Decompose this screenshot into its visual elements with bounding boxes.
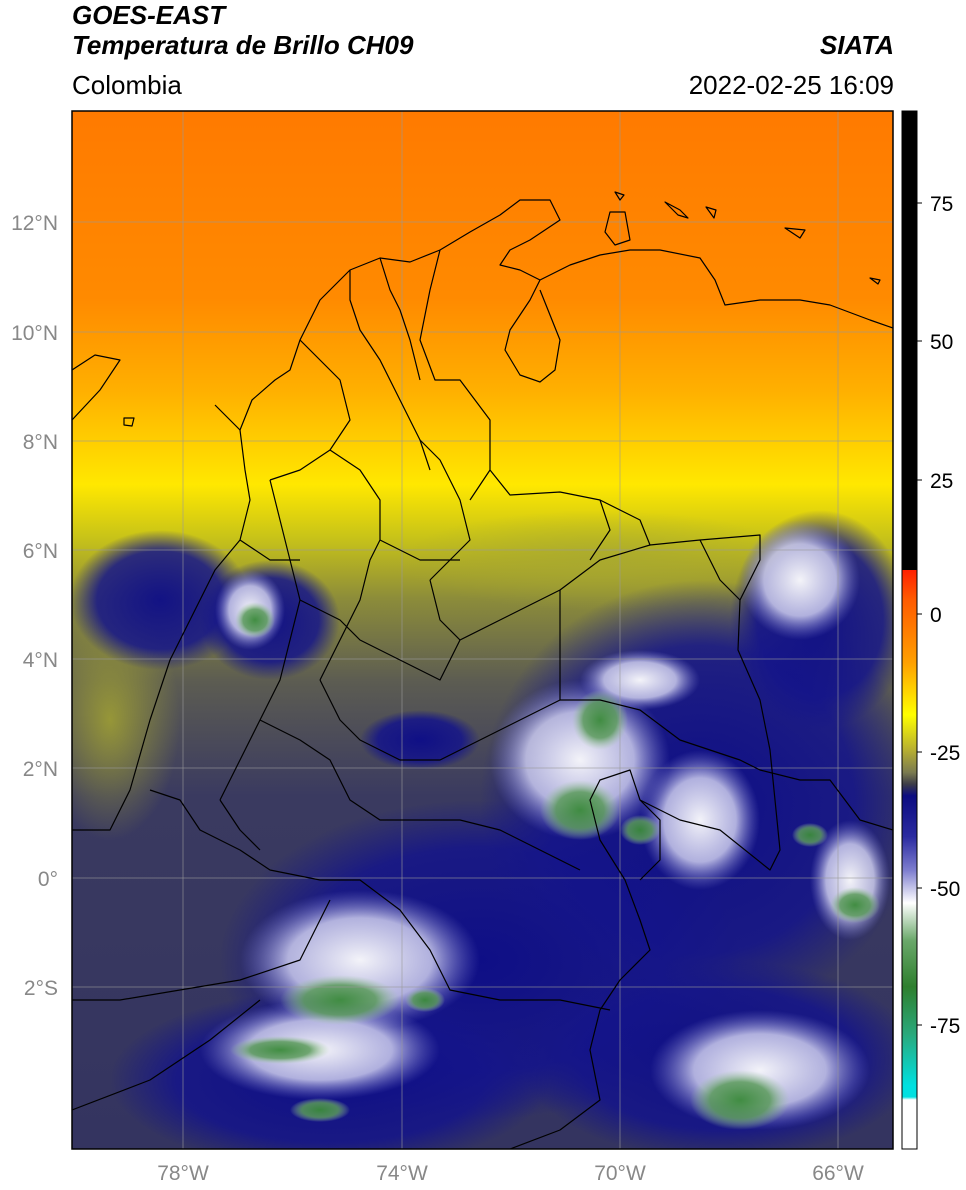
lon-tick-label: 74°W <box>376 1162 428 1185</box>
satellite-title: GOES-EAST <box>72 0 226 30</box>
colorbar-tick-label: 0 <box>930 604 942 627</box>
product-title: Temperatura de Brillo CH09 <box>72 30 414 60</box>
colorbar: 75 50 25 0 -25 -50 -75 <box>901 110 960 1150</box>
lat-tick-label: 4°N <box>23 649 58 672</box>
colorbar-black-segment <box>902 111 917 570</box>
latitude-axis: 12°N 10°N 8°N 6°N 4°N 2°N 0° 2°S <box>11 212 58 1000</box>
colorbar-tick-label: 75 <box>930 193 953 216</box>
lat-tick-label: 8°N <box>23 431 58 454</box>
lon-tick-label: 70°W <box>594 1162 646 1185</box>
lat-tick-label: 12°N <box>11 212 58 235</box>
lon-tick-label: 66°W <box>812 1162 864 1185</box>
colorbar-tick-label: -75 <box>930 1015 960 1038</box>
political-boundaries <box>72 191 893 1149</box>
colorbar-tick-label: -25 <box>930 742 960 765</box>
datetime-label: 2022-02-25 16:09 <box>688 70 894 100</box>
colorbar-gradient <box>902 570 917 1149</box>
lat-tick-label: 0° <box>38 868 58 891</box>
lat-tick-label: 2°N <box>23 758 58 781</box>
colorbar-tick-label: 25 <box>930 470 953 493</box>
longitude-axis: 78°W 74°W 70°W 66°W <box>157 1162 864 1185</box>
brightness-temperature-field <box>72 111 893 1149</box>
colorbar-tick-label: -50 <box>930 878 960 901</box>
graticule <box>72 111 893 1149</box>
lat-tick-label: 2°S <box>24 977 58 1000</box>
colorbar-tick-label: 50 <box>930 331 953 354</box>
region-label: Colombia <box>72 70 182 100</box>
colorbar-frame <box>901 110 918 1150</box>
lon-tick-label: 78°W <box>157 1162 209 1185</box>
map-frame <box>71 110 894 1150</box>
lat-tick-label: 10°N <box>11 322 58 345</box>
lat-tick-label: 6°N <box>23 540 58 563</box>
agency-label: SIATA <box>819 30 894 60</box>
